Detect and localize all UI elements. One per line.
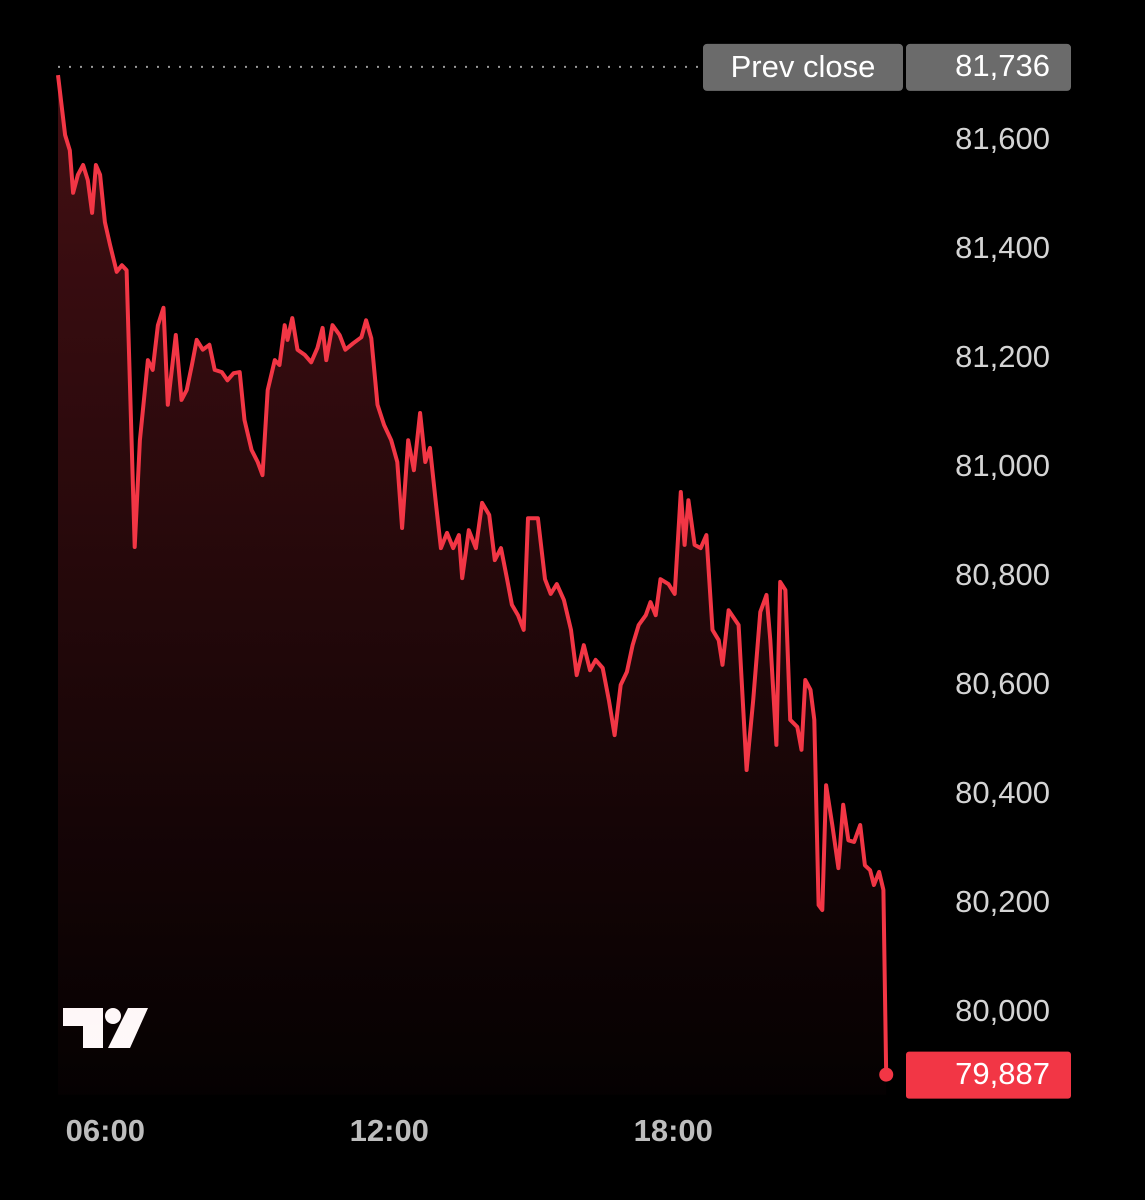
last-price-box	[906, 1051, 1071, 1099]
reference-value-box	[906, 43, 1071, 91]
y-tick-label: 81,400	[955, 230, 1050, 265]
x-tick-label: 06:00	[66, 1113, 145, 1148]
price-line	[56, 74, 889, 1075]
reference-label-box	[703, 43, 903, 91]
x-tick-label: 18:00	[634, 1113, 713, 1148]
y-tick-label: 81,600	[955, 121, 1050, 156]
y-tick-label: 81,000	[955, 448, 1050, 483]
y-tick-label: 81,200	[955, 339, 1050, 374]
area	[58, 75, 887, 1095]
reference-value: 81,736	[955, 48, 1050, 83]
y-tick-label: 80,000	[955, 993, 1050, 1028]
last-point	[879, 1067, 894, 1082]
x-tick-label: 12:00	[350, 1113, 429, 1148]
last-price-label: 79,887	[955, 1056, 1050, 1091]
y-tick-label: 80,400	[955, 775, 1050, 810]
reference-label: Prev close	[731, 49, 876, 84]
y-tick-label: 80,600	[955, 666, 1050, 701]
y-tick-label: 80,200	[955, 884, 1050, 919]
y-tick-label: 80,800	[955, 557, 1050, 592]
